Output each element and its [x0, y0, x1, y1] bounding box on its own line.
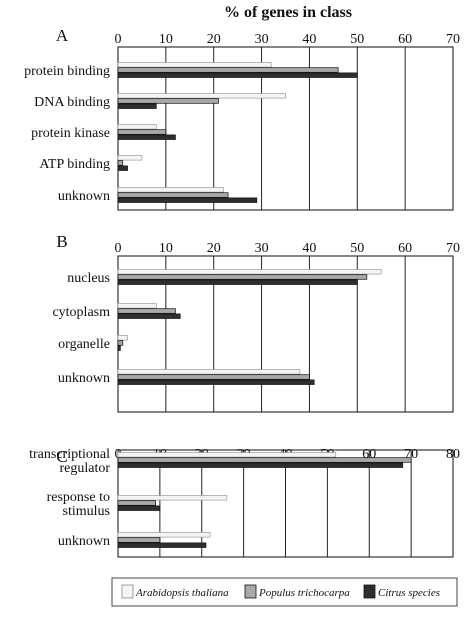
category-label: nucleus: [67, 271, 110, 286]
bar-arabidopsis-thaliana: [117, 155, 143, 161]
bar-arabidopsis-thaliana: [117, 495, 228, 501]
x-tick-label: 0: [115, 241, 122, 256]
bar-citrus-species: [117, 542, 207, 548]
x-tick-label: 60: [398, 32, 412, 47]
bar-citrus-species: [117, 505, 161, 511]
category-label: unknown: [58, 534, 110, 549]
x-tick-label: 70: [446, 32, 460, 47]
bar-populus-trichocarpa: [117, 340, 124, 346]
panel-A: A 0 10 20 30 40 50 60 70 protein binding DNA bindi…: [24, 26, 460, 211]
legend-swatch: [121, 584, 134, 599]
category-label-line: cytoplasm: [52, 305, 110, 320]
plot-frame: [117, 255, 454, 413]
category-label-line: DNA binding: [34, 95, 110, 110]
bar-citrus-species: [117, 462, 404, 468]
bar-populus-trichocarpa: [117, 192, 229, 198]
x-tick-label: 20: [207, 32, 221, 47]
bar-citrus-species: [117, 313, 181, 319]
category-label-line: unknown: [58, 189, 110, 204]
category-label: protein kinase: [31, 126, 110, 141]
category-label: unknown: [58, 189, 110, 204]
x-tick-label: 60: [398, 241, 412, 256]
bar-populus-trichocarpa: [117, 537, 161, 543]
bar-populus-trichocarpa: [117, 160, 124, 166]
bar-arabidopsis-thaliana: [117, 269, 382, 275]
bar-arabidopsis-thaliana: [117, 532, 211, 538]
figure-title: % of genes in class: [224, 4, 352, 21]
category-label: DNA binding: [34, 95, 110, 110]
legend-box: [111, 577, 458, 607]
x-tick-label: 30: [255, 32, 269, 47]
bar-populus-trichocarpa: [117, 274, 368, 280]
bar-citrus-species: [117, 279, 358, 285]
panel-C: C01020304050607080transcriptionalregulat…: [29, 447, 460, 558]
category-label-line: response to: [47, 490, 110, 505]
bar-arabidopsis-thaliana: [117, 187, 224, 193]
legend-label: Arabidopsis thaliana: [135, 587, 229, 599]
category-label: protein binding: [24, 64, 110, 79]
category-label-line: unknown: [58, 371, 110, 386]
category-label-line: organelle: [58, 337, 110, 352]
bar-citrus-species: [117, 103, 157, 109]
bar-citrus-species: [117, 197, 258, 203]
bar-arabidopsis-thaliana: [117, 62, 272, 68]
x-tick-label: 0: [115, 32, 122, 47]
x-tick-label: 70: [446, 241, 460, 256]
category-label-line: protein kinase: [31, 126, 110, 141]
panel-letter: A: [56, 26, 69, 45]
category-label: transcriptional regulator: [29, 447, 110, 476]
bar-populus-trichocarpa: [117, 129, 167, 135]
x-tick-label: 50: [350, 241, 364, 256]
bar-populus-trichocarpa: [117, 457, 412, 463]
legend-label: Populus trichocarpa: [258, 587, 350, 599]
bar-populus-trichocarpa: [117, 374, 310, 380]
category-label-line: unknown: [58, 534, 110, 549]
x-tick-label: 10: [159, 32, 173, 47]
x-tick-label: 50: [350, 32, 364, 47]
legend: Arabidopsis thaliana Populus trichocarpa C…: [111, 577, 458, 607]
panel-letter: B: [56, 232, 67, 251]
x-tick-label: 20: [207, 241, 221, 256]
legend-swatch: [363, 584, 376, 599]
category-label-line: protein binding: [24, 64, 110, 79]
category-label: unknown: [58, 371, 110, 386]
category-label: organelle: [58, 337, 110, 352]
category-label-line: stimulus: [63, 504, 110, 519]
bar-citrus-species: [117, 379, 315, 385]
bar-arabidopsis-thaliana: [117, 124, 157, 130]
panel-letter: C: [56, 447, 67, 466]
bar-arabidopsis-thaliana: [117, 369, 301, 375]
legend-swatch: [244, 584, 257, 599]
bar-arabidopsis-thaliana: [117, 303, 157, 309]
legend-label: Citrus species: [378, 587, 440, 599]
bar-populus-trichocarpa: [117, 98, 219, 104]
category-label: ATP binding: [39, 157, 110, 172]
category-label: response to stimulus: [47, 490, 110, 519]
category-label-line: ATP binding: [39, 157, 110, 172]
bar-citrus-species: [117, 165, 128, 171]
panel-B: B 0 10 20 30 40 50 60 70 nucleus cytoplasm organell…: [52, 232, 460, 413]
bar-arabidopsis-thaliana: [117, 452, 337, 458]
bar-populus-trichocarpa: [117, 500, 157, 506]
x-tick-label: 30: [255, 241, 269, 256]
x-tick-label: 40: [302, 32, 316, 47]
category-label-line: regulator: [59, 461, 110, 476]
bar-citrus-species: [117, 72, 358, 78]
category-label-line: nucleus: [67, 271, 110, 286]
category-label-line: transcriptional: [29, 447, 110, 462]
panels: A 0 10 20 30 40 50 60 70 protein binding DNA bindi…: [24, 26, 460, 558]
x-tick-label: 10: [159, 241, 173, 256]
bar-arabidopsis-thaliana: [117, 93, 286, 99]
bar-populus-trichocarpa: [117, 67, 339, 73]
bar-arabidopsis-thaliana: [117, 335, 128, 341]
x-tick-label: 40: [302, 241, 316, 256]
bar-citrus-species: [117, 345, 121, 351]
category-label: cytoplasm: [52, 305, 110, 320]
bar-citrus-species: [117, 134, 176, 140]
bar-populus-trichocarpa: [117, 308, 176, 314]
